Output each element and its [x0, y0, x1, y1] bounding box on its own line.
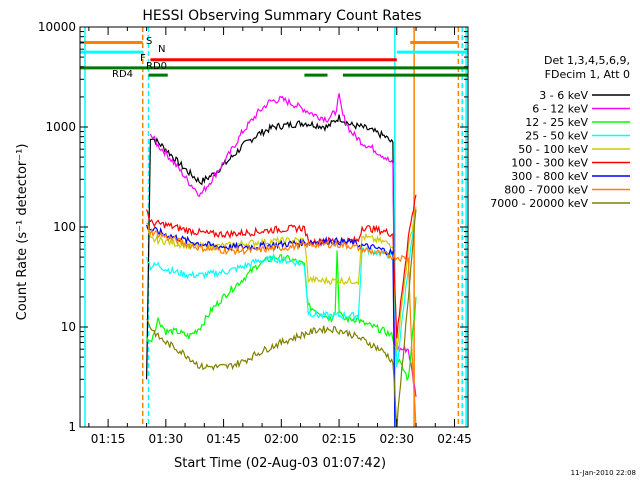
series-line-3-6-kev: [146, 114, 396, 380]
series-line-800-7000-kev: [146, 222, 417, 427]
chart-title: HESSI Observing Summary Count Rates: [142, 8, 421, 24]
footer-date: 11-Jan-2010 22:08: [571, 469, 636, 477]
series-line-12-25-kev: [146, 250, 417, 382]
legend-header-line1: Det 1,3,4,5,6,9,: [544, 54, 630, 67]
series-line-300-800-kev: [146, 224, 396, 427]
y-axis-label: Count Rate (s⁻¹ detector⁻¹): [15, 144, 30, 321]
flag-label-rd4: RD4: [112, 69, 133, 80]
series-line-7000-20000-kev: [146, 209, 417, 427]
x-tick-label: 02:15: [322, 432, 357, 446]
series-line-25-50-kev: [146, 209, 417, 368]
x-tick-label: 01:45: [206, 432, 241, 446]
y-tick-label: 100: [53, 220, 76, 234]
flag-label-f: F: [140, 53, 146, 64]
x-tick-label: 02:30: [379, 432, 414, 446]
legend-label: 6 - 12 keV: [532, 103, 588, 116]
series-group: [80, 27, 468, 427]
x-tick-label: 01:30: [149, 432, 184, 446]
legend-label: 12 - 25 keV: [525, 116, 588, 129]
flag-label-s: S: [146, 36, 152, 47]
x-tick-label: 01:15: [91, 432, 126, 446]
legend-label: 25 - 50 keV: [525, 130, 588, 143]
flag-label-rd0: RD0: [146, 61, 167, 72]
legend-label: 3 - 6 keV: [539, 89, 588, 102]
x-tick-label: 02:45: [437, 432, 472, 446]
legend-label: 100 - 300 keV: [511, 157, 588, 170]
series-line-100-300-kev: [146, 194, 417, 339]
flag-label-n: N: [158, 44, 165, 55]
legend-label: 50 - 100 keV: [518, 143, 588, 156]
legend-label: 800 - 7000 keV: [504, 184, 588, 197]
y-tick-label: 1: [68, 420, 76, 434]
legend-label: 300 - 800 keV: [511, 170, 588, 183]
y-tick-label: 10000: [38, 20, 76, 34]
y-tick-label: 10: [61, 320, 76, 334]
x-tick-label: 02:00: [264, 432, 299, 446]
y-tick-label: 1000: [45, 120, 76, 134]
legend-header-line2: FDecim 1, Att 0: [545, 68, 630, 81]
legend-label: 7000 - 20000 keV: [490, 197, 588, 210]
legend: Det 1,3,4,5,6,9, FDecim 1, Att 0 3 - 6 k…: [490, 54, 630, 210]
x-axis-label: Start Time (02-Aug-03 01:07:42): [174, 456, 386, 471]
series-line-6-12-kev: [149, 93, 417, 397]
